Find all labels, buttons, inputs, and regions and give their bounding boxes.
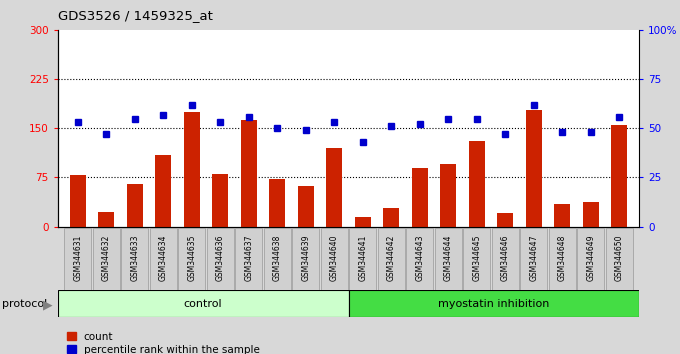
Text: GSM344635: GSM344635 [187,234,197,281]
FancyBboxPatch shape [577,228,605,291]
FancyBboxPatch shape [292,228,320,291]
Bar [497,213,513,227]
Bar [412,167,428,227]
FancyBboxPatch shape [549,228,576,291]
FancyBboxPatch shape [64,228,91,291]
Bar [99,212,114,227]
FancyBboxPatch shape [435,228,462,291]
Bar [127,184,143,227]
Legend: count, percentile rank within the sample: count, percentile rank within the sample [63,327,264,354]
Text: GSM344640: GSM344640 [330,234,339,281]
Text: GSM344647: GSM344647 [529,234,539,281]
Bar [156,154,171,227]
FancyBboxPatch shape [463,228,490,291]
FancyBboxPatch shape [606,228,633,291]
FancyBboxPatch shape [58,290,348,317]
Bar [298,186,313,227]
FancyBboxPatch shape [235,228,262,291]
FancyBboxPatch shape [377,228,405,291]
Text: GSM344650: GSM344650 [615,234,624,281]
Text: GSM344643: GSM344643 [415,234,424,281]
Bar [326,148,342,227]
FancyBboxPatch shape [92,228,120,291]
Text: GSM344633: GSM344633 [131,234,139,281]
FancyBboxPatch shape [520,228,547,291]
FancyBboxPatch shape [207,228,234,291]
Text: GSM344641: GSM344641 [358,234,367,281]
FancyBboxPatch shape [348,290,639,317]
Text: GSM344637: GSM344637 [244,234,253,281]
Text: GSM344644: GSM344644 [444,234,453,281]
Bar [554,204,570,227]
Bar [184,112,200,227]
FancyBboxPatch shape [350,228,376,291]
Text: GSM344639: GSM344639 [301,234,310,281]
Text: protocol: protocol [2,299,48,309]
FancyBboxPatch shape [121,228,148,291]
Text: GSM344638: GSM344638 [273,234,282,281]
Text: GSM344646: GSM344646 [500,234,510,281]
Bar [70,176,86,227]
Text: GSM344645: GSM344645 [472,234,481,281]
FancyBboxPatch shape [492,228,519,291]
FancyBboxPatch shape [264,228,291,291]
FancyBboxPatch shape [178,228,205,291]
Bar [611,125,627,227]
Bar [212,174,228,227]
Text: GSM344648: GSM344648 [558,234,566,281]
Text: GSM344642: GSM344642 [387,234,396,281]
Text: GSM344634: GSM344634 [158,234,168,281]
Text: GSM344636: GSM344636 [216,234,225,281]
Bar [241,120,256,227]
Bar [269,179,285,227]
FancyBboxPatch shape [406,228,433,291]
Bar [355,217,371,227]
Bar [441,164,456,227]
Text: ▶: ▶ [43,298,52,311]
Bar [384,208,399,227]
Text: control: control [184,298,222,309]
Text: GSM344649: GSM344649 [586,234,595,281]
FancyBboxPatch shape [321,228,347,291]
Text: GSM344632: GSM344632 [102,234,111,281]
Text: myostatin inhibition: myostatin inhibition [438,298,549,309]
Text: GDS3526 / 1459325_at: GDS3526 / 1459325_at [58,9,213,22]
Bar [469,141,485,227]
Bar [526,110,541,227]
Bar [583,202,598,227]
Text: GSM344631: GSM344631 [73,234,82,281]
FancyBboxPatch shape [150,228,177,291]
